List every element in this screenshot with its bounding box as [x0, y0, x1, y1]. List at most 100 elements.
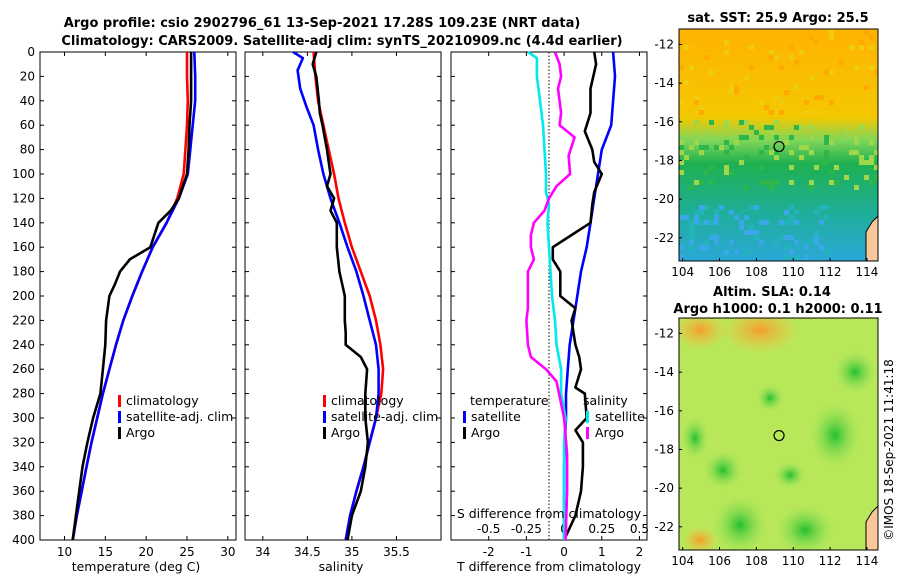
- sst-pixel: [679, 150, 684, 155]
- legend-label-argo: Argo: [126, 425, 155, 440]
- sst-pixel: [679, 255, 684, 260]
- temperature-ticks: 10 15 20 25 30: [57, 52, 235, 559]
- depth-tick-label: 60: [20, 118, 35, 132]
- sst-pixel: [799, 50, 804, 55]
- sst-pixel: [814, 95, 819, 100]
- salinity-legend: climatology satellite-adj. clim Argo: [323, 393, 438, 440]
- sst-pixel: [819, 95, 824, 100]
- temperature-panel: 0 20 40 60 80 100 120 140 160 180 200 220 240 260 280 3…: [12, 45, 237, 574]
- sst-pixel: [684, 155, 689, 160]
- sla-feature: [774, 461, 806, 489]
- sst-pixel: [809, 35, 814, 40]
- figure-title-line2: Climatology: CARS2009. Satellite-adj cli…: [61, 34, 622, 49]
- sst-pixel: [739, 220, 744, 225]
- sst-pixel: [814, 130, 819, 135]
- sst-pixel: [854, 135, 859, 140]
- sst-pixel: [729, 210, 734, 215]
- x-tick-label: 2: [636, 545, 644, 559]
- sst-pixel: [724, 50, 729, 55]
- sst-pixel: [789, 165, 794, 170]
- sst-pixel: [744, 250, 749, 255]
- sst-pixel: [774, 240, 779, 245]
- x-tick-label: 0: [560, 545, 568, 559]
- sst-pixel: [829, 70, 834, 75]
- x-tick-label: 15: [98, 545, 113, 559]
- australia-coast: [865, 505, 878, 550]
- legend-swatch-climatology: [118, 395, 121, 407]
- lat-tick-label: -20: [654, 192, 674, 206]
- sst-pixel: [844, 175, 849, 180]
- x-tick-label: 20: [139, 545, 154, 559]
- sst-pixel: [779, 65, 784, 70]
- sla-feature: [679, 318, 728, 350]
- sst-pixel: [759, 165, 764, 170]
- s-difference-ticks: -0.5 -0.25 0 0.25 0.5: [477, 522, 649, 536]
- sst-pixel: [759, 220, 764, 225]
- sst-pixel: [869, 65, 874, 70]
- s-diff-tick-label: -0.5: [477, 522, 500, 536]
- depth-tick-label: 120: [12, 191, 35, 205]
- sst-pixel: [704, 170, 709, 175]
- lat-tick-label: -12: [654, 326, 674, 340]
- sst-pixel: [739, 120, 744, 125]
- sst-pixel: [764, 125, 769, 130]
- salinity-xlabel: salinity: [319, 559, 364, 574]
- temperature-legend: climatology satellite-adj. clim Argo: [118, 393, 233, 440]
- sla-map-panel: Altim. SLA: 0.14 Argo h1000: 0.1 h2000: …: [654, 285, 882, 568]
- legend-swatch-satellite: [323, 411, 326, 423]
- series-line-temperature-argo: [551, 51, 604, 541]
- sst-pixel: [704, 240, 709, 245]
- sst-pixel: [679, 65, 684, 70]
- x-tick-label: 35: [344, 545, 359, 559]
- imos-credit: ©IMOS 18-Sep-2021 11:41:18: [882, 359, 896, 541]
- sst-pixel: [849, 45, 854, 50]
- sst-pixel: [689, 225, 694, 230]
- series-line-satellite-adj-clim: [71, 51, 197, 541]
- sst-pixel: [739, 225, 744, 230]
- lat-tick-label: -16: [654, 115, 674, 129]
- sst-pixel: [759, 180, 764, 185]
- legend-label-climatology: climatology: [331, 393, 404, 408]
- sst-pixel: [794, 85, 799, 90]
- sst-pixel: [874, 165, 878, 170]
- sst-pixel: [684, 45, 689, 50]
- sst-pixel: [699, 105, 704, 110]
- legend-title-temperature: temperature: [470, 393, 549, 408]
- temperature-xlabel: temperature (deg C): [72, 559, 201, 574]
- sst-pixel: [869, 180, 874, 185]
- legend-swatch-satellite: [118, 411, 121, 423]
- x-tick-label: -2: [483, 545, 495, 559]
- sst-pixel: [764, 220, 769, 225]
- sst-pixel: [844, 130, 849, 135]
- lon-tick-label: 112: [819, 265, 842, 279]
- sla-feature: [682, 526, 718, 550]
- sst-pixel: [839, 60, 844, 65]
- sst-pixel: [784, 210, 789, 215]
- sst-pixel: [824, 160, 829, 165]
- sst-pixel: [784, 90, 789, 95]
- sst-pixel: [814, 110, 819, 115]
- sst-pixel: [829, 180, 834, 185]
- sst-pixel: [794, 255, 799, 260]
- series-line-salinity-satellite: [527, 50, 567, 540]
- depth-tick-label: 80: [20, 143, 35, 157]
- sst-pixel: [809, 150, 814, 155]
- sst-pixel: [694, 215, 699, 220]
- sst-pixel: [679, 100, 684, 105]
- sst-pixel: [774, 120, 779, 125]
- depth-tick-label: 240: [12, 338, 35, 352]
- sst-pixel: [874, 160, 878, 165]
- sst-pixel: [694, 140, 699, 145]
- sst-pixel: [854, 140, 859, 145]
- s-diff-tick-label: 0.5: [630, 522, 649, 536]
- sst-pixel: [809, 180, 814, 185]
- sst-pixel: [724, 40, 729, 45]
- sst-pixel: [829, 35, 834, 40]
- sst-pixel: [764, 180, 769, 185]
- legend-label-s-argo: Argo: [595, 425, 624, 440]
- sst-pixel: [769, 55, 774, 60]
- sst-pixel: [804, 100, 809, 105]
- sst-pixel: [874, 175, 878, 180]
- sst-pixel: [824, 135, 829, 140]
- legend-title-salinity: salinity: [583, 393, 628, 408]
